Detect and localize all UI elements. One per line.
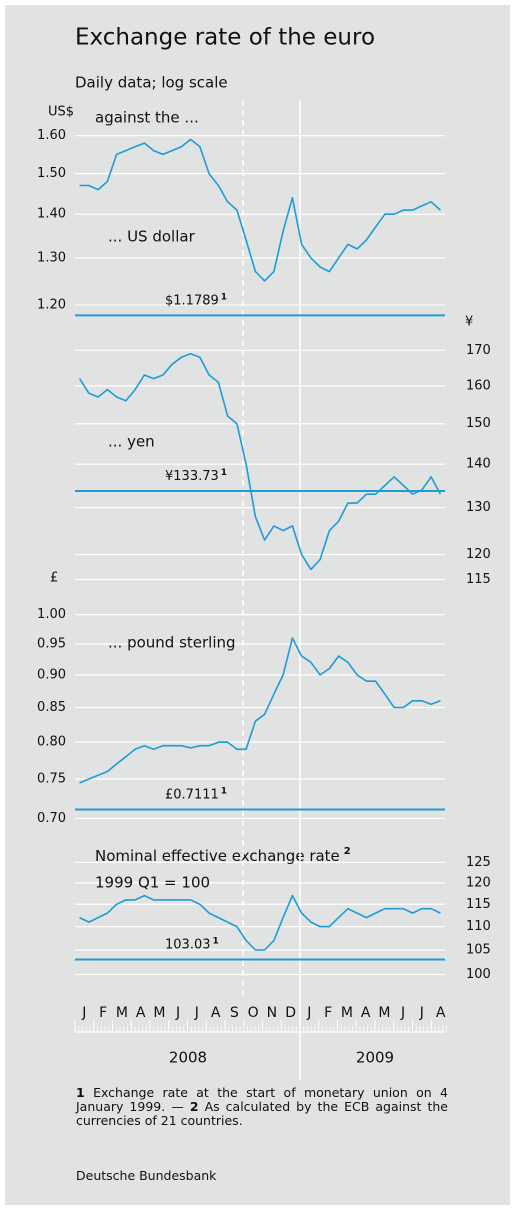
series-label: ... US dollar [108, 228, 196, 246]
footnote-marker: 1 [221, 786, 227, 796]
y-tick-label: 105 [466, 942, 491, 957]
footnote-marker: 1 [213, 936, 219, 946]
chart-subtitle: Daily data; log scale [75, 74, 228, 92]
x-tick-label: J [81, 1005, 86, 1021]
y-tick-label: 0.90 [37, 667, 66, 682]
y-tick-label: 170 [466, 343, 491, 358]
y-tick-label: 150 [466, 416, 491, 431]
x-tick-label: M [116, 1005, 128, 1021]
y-tick-label: 120 [466, 547, 491, 562]
y-tick-label: 0.85 [37, 700, 66, 715]
x-tick-label: J [175, 1005, 180, 1021]
x-tick-label: M [378, 1005, 390, 1021]
y-tick-label: 1.20 [37, 297, 66, 312]
year-label: 2009 [356, 1049, 394, 1067]
x-tick-label: D [285, 1005, 296, 1021]
panel-title: Nominal effective exchange rate 2 [95, 846, 351, 865]
footnote-marker: 1 [221, 468, 227, 478]
axis-unit: ¥ [465, 315, 473, 330]
footnote-marker: 2 [189, 1099, 199, 1114]
x-tick-label: A [211, 1005, 221, 1021]
x-tick-label: J [194, 1005, 199, 1021]
axis-unit: £ [50, 571, 58, 586]
y-tick-label: 120 [466, 875, 491, 890]
series-line [78, 353, 442, 571]
chart-title: Exchange rate of the euro [75, 25, 375, 51]
x-tick-label: F [324, 1005, 332, 1021]
footnote-text: Exchange rate at the start of monetary u… [76, 1085, 448, 1114]
series-line [79, 894, 441, 951]
panel-title-text: Nominal effective exchange rate [95, 847, 340, 865]
y-tick-label: 125 [466, 855, 491, 870]
footnote-text: As calculated by the ECB against the cur… [76, 1099, 448, 1128]
series-label: ... yen [108, 433, 155, 451]
x-tick-label: A [361, 1005, 371, 1021]
y-tick-label: 115 [466, 572, 491, 587]
x-tick-label: M [153, 1005, 165, 1021]
x-tick-label: J [306, 1005, 311, 1021]
axis-unit: US$ [48, 105, 74, 120]
x-tick-label: J [400, 1005, 405, 1021]
y-tick-label: 110 [466, 919, 491, 934]
y-tick-label: 140 [466, 457, 491, 472]
x-tick-label: J [419, 1005, 424, 1021]
x-tick-label: F [99, 1005, 107, 1021]
y-tick-label: 0.70 [37, 811, 66, 826]
x-tick-label: M [341, 1005, 353, 1021]
source: Deutsche Bundesbank [76, 1168, 217, 1183]
footnotes: 1 Exchange rate at the start of monetary… [76, 1086, 448, 1128]
reference-value: 103.03 [165, 937, 211, 952]
footnote-marker: 1 [76, 1085, 85, 1100]
reference-label: ¥133.73 1 [165, 468, 227, 484]
x-tick-label: N [267, 1005, 277, 1021]
x-tick-label: S [230, 1005, 239, 1021]
y-tick-label: 1.00 [37, 607, 66, 622]
reference-value: ¥133.73 [165, 469, 219, 484]
x-tick-label: A [436, 1005, 446, 1021]
y-tick-label: 100 [466, 967, 491, 982]
y-tick-label: 1.60 [37, 128, 66, 143]
y-tick-label: 1.30 [37, 250, 66, 265]
panel-subtitle: 1999 Q1 = 100 [95, 874, 210, 892]
series-line [79, 138, 441, 282]
reference-label: 103.03 1 [165, 936, 219, 952]
x-tick-label: O [248, 1005, 259, 1021]
y-tick-label: 0.80 [37, 735, 66, 750]
y-tick-label: 115 [466, 897, 491, 912]
y-tick-label: 0.95 [37, 636, 66, 651]
year-label: 2008 [169, 1049, 207, 1067]
reference-label: $1.1789 1 [165, 292, 227, 308]
reference-value: $1.1789 [165, 293, 219, 308]
annotation: against the ... [95, 109, 199, 127]
reference-label: £0.7111 1 [165, 786, 227, 802]
series-line [79, 637, 441, 784]
x-tick-label: A [136, 1005, 146, 1021]
y-tick-label: 130 [466, 500, 491, 515]
series-label: ... pound sterling [108, 634, 236, 652]
y-tick-label: 1.40 [37, 207, 66, 222]
y-tick-label: 0.75 [37, 772, 66, 787]
y-tick-label: 1.50 [37, 166, 66, 181]
footnote-marker: 2 [344, 846, 351, 857]
footnote-marker: 1 [221, 292, 227, 302]
reference-value: £0.7111 [165, 787, 219, 802]
y-tick-label: 160 [466, 378, 491, 393]
